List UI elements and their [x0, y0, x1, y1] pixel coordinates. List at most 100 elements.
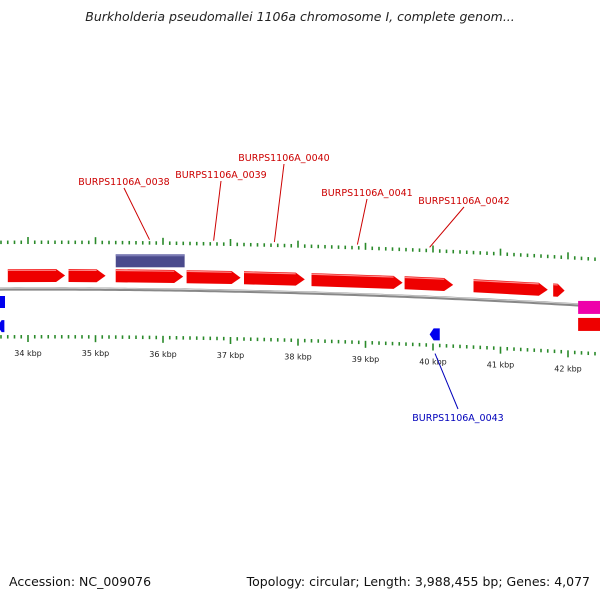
minor-tick	[519, 253, 522, 257]
gene-label: BURPS1106A_0043	[412, 413, 503, 424]
major-tick	[229, 238, 232, 246]
minor-tick	[216, 242, 218, 246]
minor-tick	[168, 335, 171, 340]
major-tick	[297, 240, 299, 248]
minor-tick	[486, 345, 488, 350]
major-tick	[27, 335, 29, 343]
minor-tick	[81, 335, 83, 339]
minor-tick	[20, 240, 23, 245]
minor-tick	[148, 241, 151, 245]
minor-tick	[195, 241, 198, 246]
minor-tick	[411, 248, 414, 252]
minor-tick	[465, 345, 468, 349]
minor-tick	[553, 255, 556, 259]
minor-tick	[182, 241, 185, 246]
minor-tick	[492, 346, 495, 350]
major-tick	[499, 346, 502, 354]
minor-tick	[357, 246, 360, 250]
gene-arrow-body	[244, 271, 305, 286]
minor-tick	[101, 240, 104, 245]
minor-tick	[587, 351, 590, 356]
backbone-highlight	[0, 287, 600, 306]
gene-label: BURPS1106A_0042	[418, 196, 509, 207]
minor-tick	[175, 241, 178, 246]
minor-tick	[553, 349, 556, 354]
minor-tick	[276, 243, 279, 248]
minor-tick	[465, 250, 468, 255]
minor-tick	[60, 335, 63, 339]
gene-arrow-body	[68, 269, 106, 283]
minor-tick	[594, 257, 596, 261]
minor-tick	[283, 243, 286, 248]
major-tick	[432, 343, 434, 351]
minor-tick	[398, 247, 401, 252]
major-tick	[297, 338, 299, 346]
minor-tick	[236, 337, 239, 341]
major-tick	[499, 248, 502, 256]
minor-tick	[67, 240, 70, 245]
tick-label: 36 kbp	[149, 350, 177, 359]
gene-arrow-body	[553, 283, 565, 297]
minor-tick	[290, 243, 293, 248]
minor-tick	[452, 249, 455, 254]
minor-tick	[560, 255, 563, 259]
minor-tick	[222, 336, 225, 341]
gene-callout: BURPS1106A_0039	[175, 170, 267, 241]
forward-gene-edge	[578, 317, 600, 331]
minor-tick	[128, 240, 131, 245]
minor-tick	[492, 251, 495, 256]
minor-tick	[202, 241, 205, 246]
minor-tick	[202, 336, 205, 340]
minor-tick	[405, 342, 407, 346]
minor-tick	[540, 348, 542, 353]
gene-callout: BURPS1106A_0043	[412, 353, 504, 424]
minor-tick	[587, 257, 590, 261]
map-title: Burkholderia pseudomallei 1106a chromoso…	[85, 9, 515, 24]
other-feature	[115, 254, 185, 268]
inner-tick-ring	[0, 335, 596, 358]
minor-tick	[445, 344, 448, 348]
minor-tick	[472, 345, 475, 349]
minor-tick	[47, 240, 50, 245]
minor-tick	[189, 336, 191, 340]
minor-tick	[303, 338, 306, 343]
gene-arrow-highlight	[311, 273, 394, 278]
major-tick	[364, 242, 367, 250]
forward-gene	[68, 269, 106, 283]
minor-tick	[371, 341, 374, 345]
minor-tick	[6, 240, 9, 245]
minor-tick	[438, 343, 441, 348]
gene-arrow-body	[473, 279, 548, 296]
tick-label: 39 kbp	[352, 355, 380, 364]
minor-tick	[114, 335, 117, 339]
tick-label: 42 kbp	[554, 364, 582, 373]
gene-arrow-body	[186, 270, 241, 284]
tick-label: 41 kbp	[487, 361, 515, 370]
minor-tick	[33, 335, 36, 339]
gene-label: BURPS1106A_0038	[78, 177, 169, 188]
minor-tick	[87, 240, 90, 245]
minor-tick	[398, 342, 401, 346]
reverse-gene-edge	[0, 296, 5, 308]
gene-callout: BURPS1106A_0041	[321, 188, 413, 245]
minor-tick	[189, 241, 191, 246]
tick-label: 34 kbp	[14, 349, 42, 358]
minor-tick	[324, 244, 326, 249]
minor-tick	[74, 335, 77, 339]
gene-label: BURPS1106A_0041	[321, 188, 412, 199]
minor-tick	[74, 240, 77, 245]
minor-tick	[371, 246, 374, 251]
forward-gene	[404, 276, 454, 291]
minor-tick	[351, 245, 353, 250]
tick-label: 37 kbp	[217, 351, 245, 360]
minor-tick	[384, 341, 387, 346]
minor-tick	[317, 244, 320, 249]
minor-tick	[310, 244, 313, 249]
minor-tick	[411, 342, 414, 347]
minor-tick	[141, 335, 144, 340]
forward-gene	[186, 270, 241, 284]
minor-tick	[155, 335, 158, 340]
gene-callouts: BURPS1106A_0038 BURPS1106A_0039 BURPS1106A…	[78, 153, 509, 424]
minor-tick	[459, 344, 461, 349]
